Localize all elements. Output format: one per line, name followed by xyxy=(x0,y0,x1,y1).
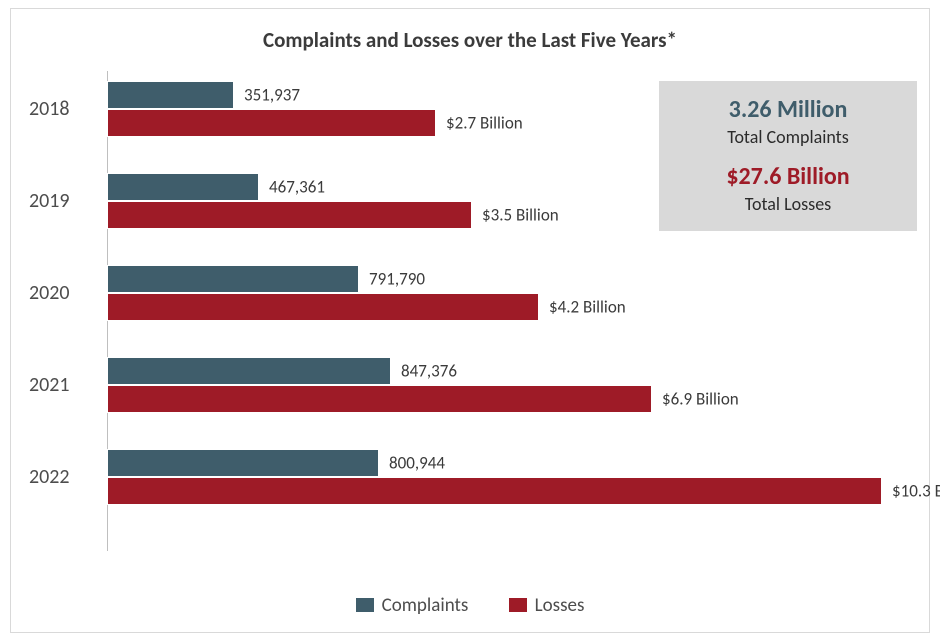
value-label-complaints: 847,376 xyxy=(401,361,457,382)
chart-title: Complaints and Losses over the Last Five… xyxy=(11,27,929,53)
chart-frame: Complaints and Losses over the Last Five… xyxy=(10,8,930,633)
value-label-complaints: 791,790 xyxy=(369,269,425,290)
legend-item-losses: Losses xyxy=(509,594,585,617)
year-label: 2019 xyxy=(29,189,70,213)
bar-complaints xyxy=(107,357,391,385)
year-label: 2020 xyxy=(29,281,70,305)
value-label-complaints: 800,944 xyxy=(389,453,445,474)
summary-callout: 3.26 Million Total Complaints $27.6 Bill… xyxy=(659,81,917,231)
value-label-losses: $2.7 Billion xyxy=(446,113,523,134)
value-label-losses: $3.5 Billion xyxy=(482,205,559,226)
year-label: 2022 xyxy=(29,465,70,489)
value-label-losses: $6.9 Billion xyxy=(662,389,739,410)
bar-complaints xyxy=(107,449,379,477)
bar-losses xyxy=(107,385,652,413)
bar-losses xyxy=(107,477,882,505)
bar-losses xyxy=(107,201,472,229)
value-label-complaints: 467,361 xyxy=(269,177,325,198)
bar-losses xyxy=(107,109,436,137)
callout-total-complaints-value: 3.26 Million xyxy=(677,95,899,124)
callout-total-losses-label: Total Losses xyxy=(677,193,899,215)
legend-swatch-complaints xyxy=(356,598,374,612)
legend-label-complaints: Complaints xyxy=(382,594,469,617)
bar-losses xyxy=(107,293,539,321)
year-label: 2021 xyxy=(29,373,70,397)
callout-total-complaints-label: Total Complaints xyxy=(677,126,899,148)
year-label: 2018 xyxy=(29,97,70,121)
bar-complaints xyxy=(107,265,359,293)
bar-complaints xyxy=(107,173,259,201)
legend: Complaints Losses xyxy=(11,594,929,619)
bar-complaints xyxy=(107,81,234,109)
legend-swatch-losses xyxy=(509,598,527,612)
value-label-complaints: 351,937 xyxy=(244,85,300,106)
legend-item-complaints: Complaints xyxy=(356,594,469,617)
callout-total-losses-value: $27.6 Billion xyxy=(677,162,899,191)
legend-label-losses: Losses xyxy=(535,594,585,617)
value-label-losses: $4.2 Billion xyxy=(549,297,626,318)
value-label-losses: $10.3 Billion xyxy=(892,481,940,502)
